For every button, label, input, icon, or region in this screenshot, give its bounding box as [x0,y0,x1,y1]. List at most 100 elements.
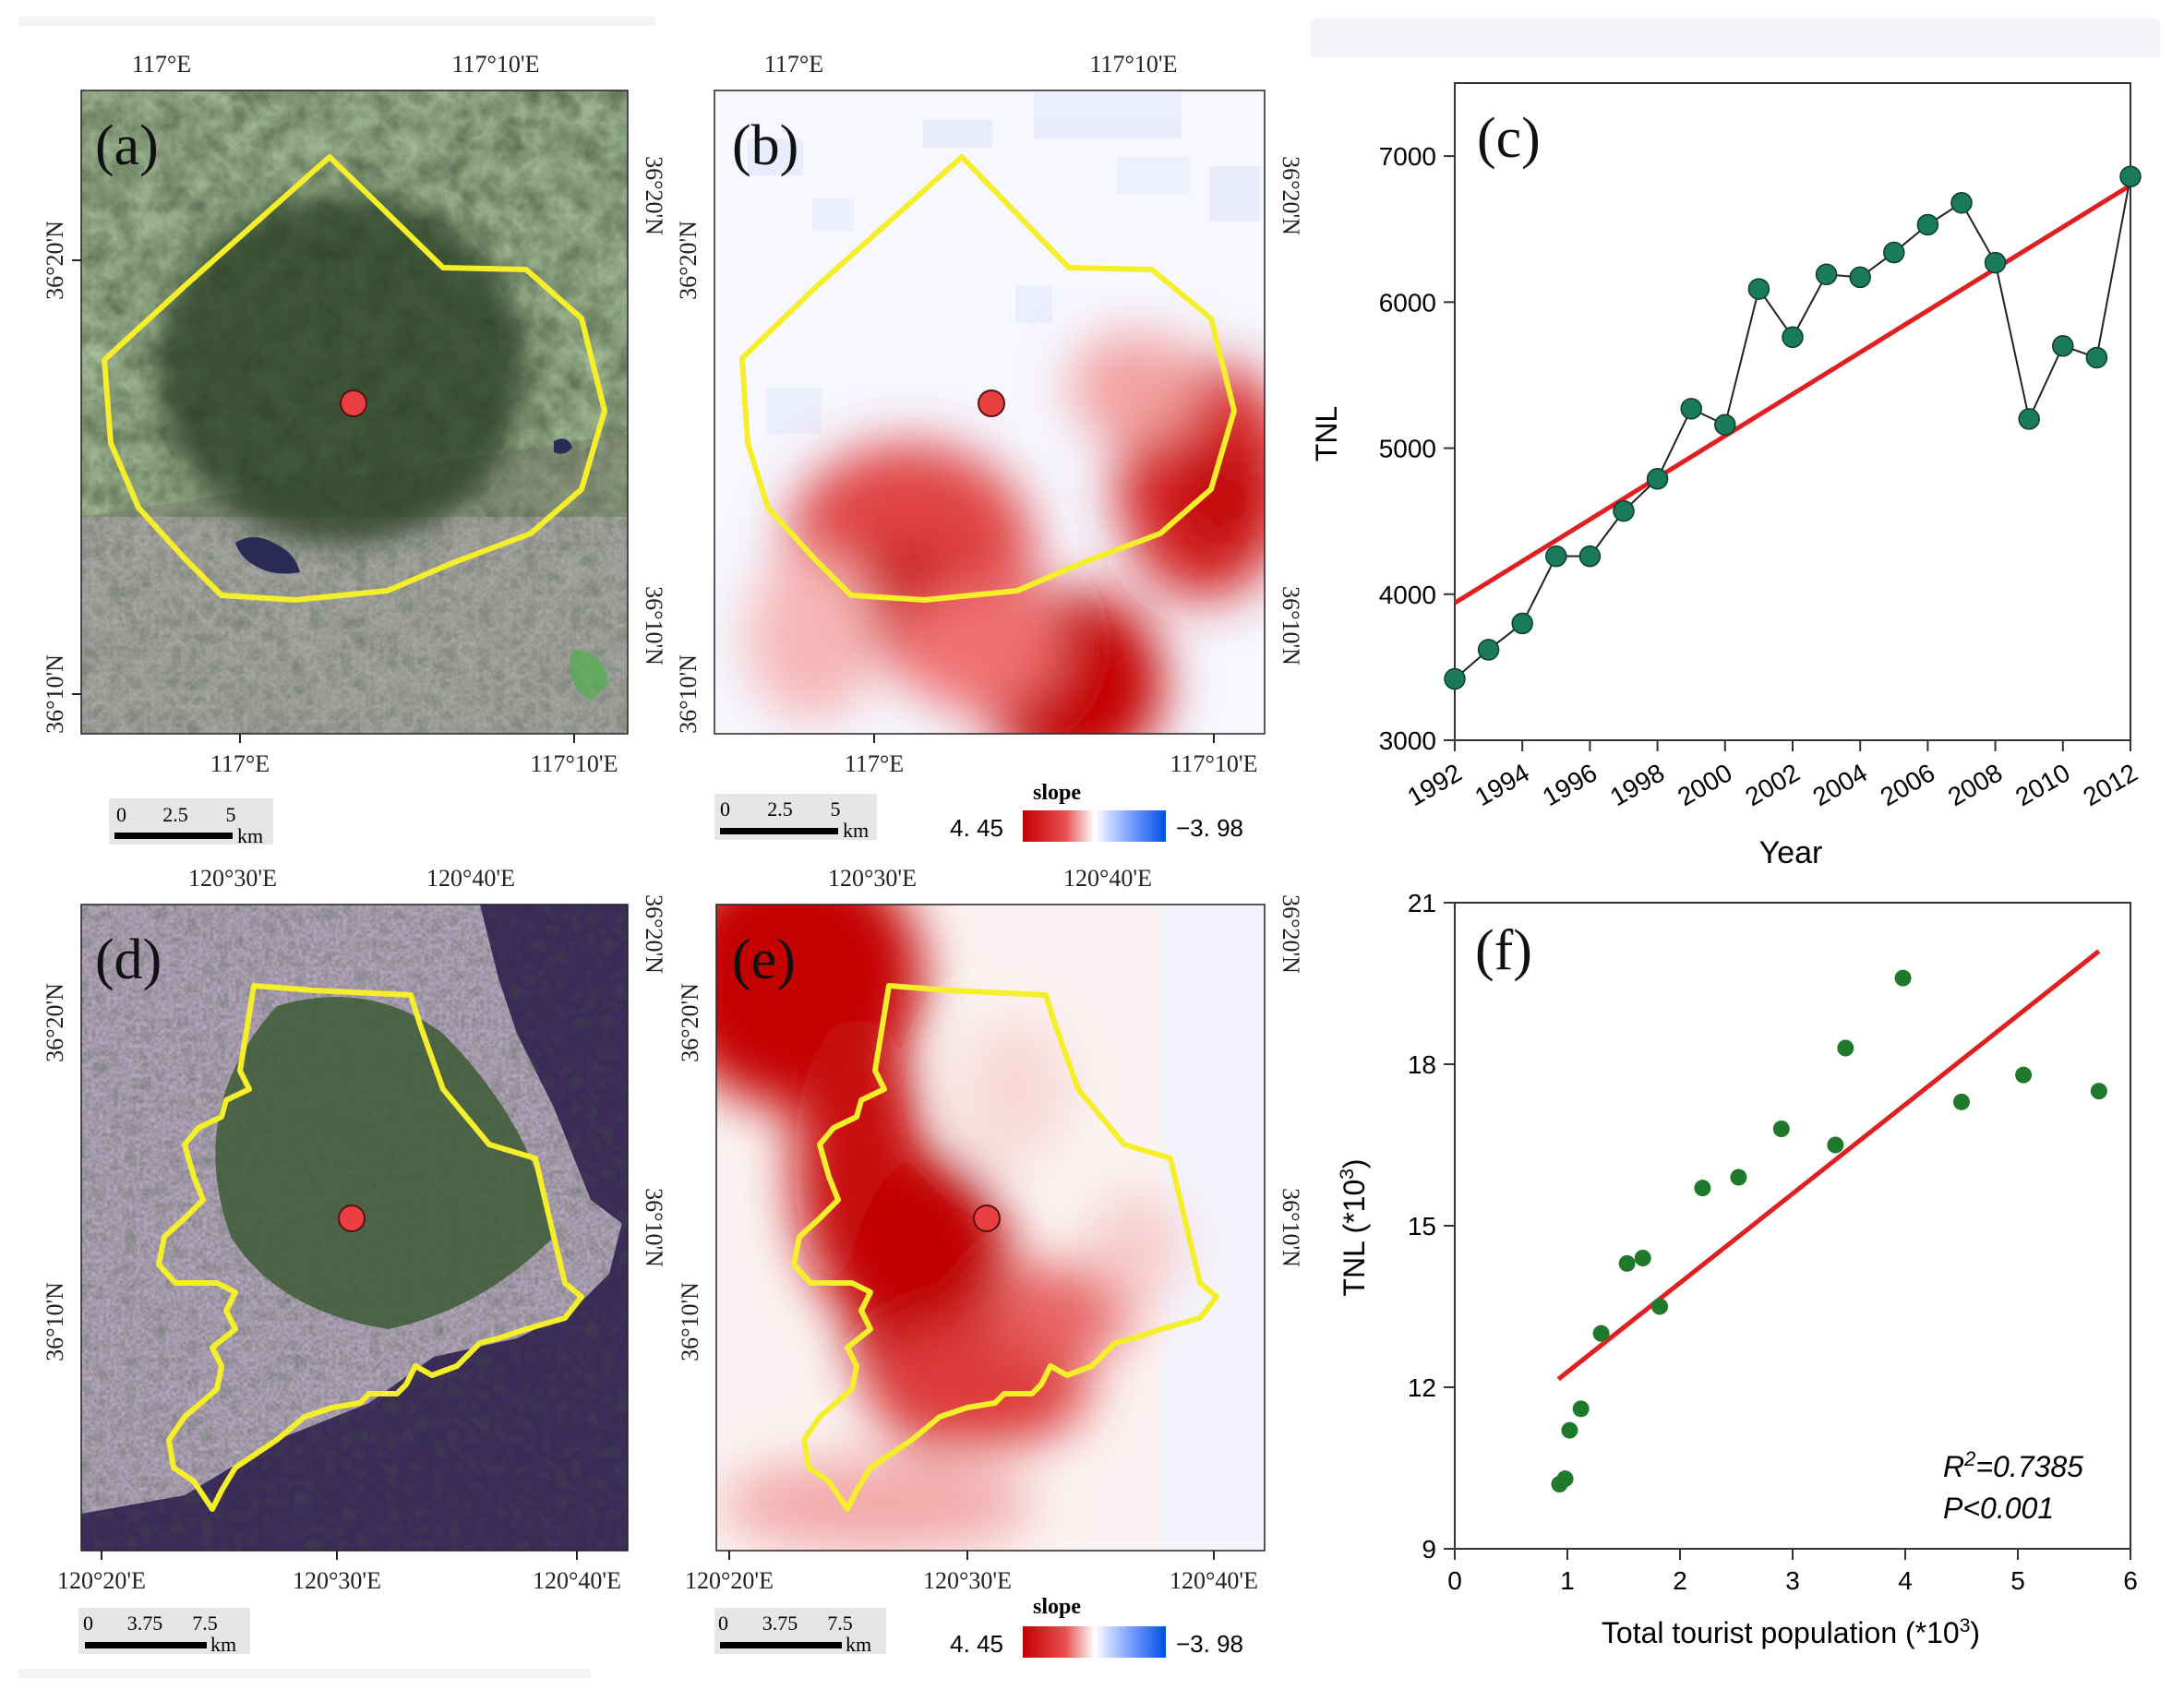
x-tick-label: 2010 [2010,758,2074,811]
y-tick-label: 5000 [1379,435,1436,463]
panel-label-b: (b) [732,114,798,177]
ticks-b: 117°E 117°10'E 117°E 117°10'E 36°20'N 36… [675,51,1304,777]
tnl-vs-tourists-chart: (f) TNL (*103) Total tourist population … [1337,889,2138,1649]
r2-value: =0.7385 [1975,1450,2083,1483]
header-bar-left [18,17,655,26]
data-point [1477,639,1500,661]
x-tick-label: 1996 [1538,758,1602,811]
scalebar-d-1: 3.75 [127,1612,163,1635]
x-tick-label: 2008 [1943,758,2007,811]
legend-b-max: 4. 45 [950,814,1003,842]
x-tick-label: 5 [2010,1566,2025,1595]
x-tick-label: 6 [2123,1566,2138,1595]
chart-f-xlabel-sup: 3 [1960,1615,1971,1636]
right-tick-a-1: 36°20'N [641,156,667,235]
top-tick-a-1: 117°E [132,51,191,78]
data-point [1613,499,1635,522]
data-point [2085,346,2108,369]
header-bar-right [1311,18,2160,57]
chart-f-ylabel-end: ) [1338,1158,1371,1169]
data-point [1444,667,1466,690]
footer-bar-left [18,1669,591,1678]
panel-label-f: (f) [1475,919,1532,982]
site-marker [340,390,367,417]
x-tick-label: 2004 [1808,758,1872,811]
right-tick-b-1: 36°20'N [1278,156,1304,235]
data-point [2018,408,2040,430]
scatter-point [1556,1470,1574,1488]
top-tick-a-2: 117°10'E [452,51,540,78]
panel-label-e: (e) [732,929,796,991]
scalebar-a: 0 2.5 5 km [109,798,273,847]
trend-line [1556,949,2101,1382]
data-point [1782,326,1804,349]
trend-line [1453,183,2132,605]
right-tick-d-2: 36°10'N [641,1188,667,1267]
chart-c-xlabel: Year [1759,835,1823,870]
data-point [1714,414,1736,436]
chart-c-ylabel: TNL [1310,406,1343,461]
scalebar-a-1: 2.5 [162,803,188,826]
scalebar-a-2: 5 [226,803,236,826]
scatter-point [2015,1066,2033,1084]
scatter-point [1730,1169,1747,1186]
left-tick-e-1: 36°20'N [677,983,703,1062]
scalebar-b-1: 2.5 [767,797,793,821]
x-tick-label: 2 [1673,1566,1687,1595]
bottom-tick-b-2: 117°10'E [1170,750,1258,777]
scatter-point [1837,1039,1854,1057]
bottom-tick-d-3: 120°40'E [533,1567,621,1594]
scatter-point [1572,1400,1590,1418]
data-point [1984,251,2007,274]
right-tick-b-2: 36°10'N [1278,586,1304,665]
scatter-point [1618,1254,1636,1272]
reserve-boundary [791,983,1219,1512]
scalebar-e-0: 0 [718,1612,728,1635]
panel-label-d: (d) [95,929,162,991]
scalebar-b-0: 0 [720,797,730,821]
top-tick-e-2: 120°40'E [1063,865,1152,892]
scatter-point [1953,1093,1970,1110]
y-tick-label: 12 [1408,1373,1436,1402]
legend-e-min: −3. 98 [1176,1630,1243,1658]
bottom-tick-e-3: 120°40'E [1170,1567,1258,1594]
chart-f-ylabel: TNL (*103) [1337,1158,1371,1296]
top-tick-d-1: 120°30'E [188,865,277,892]
top-tick-b-2: 117°10'E [1090,51,1178,78]
bottom-tick-b-1: 117°E [845,750,904,777]
scalebar-e-1: 3.75 [762,1612,798,1635]
ticks-e: 120°30'E 120°40'E 120°20'E 120°30'E 120°… [677,865,1304,1594]
top-tick-e-1: 120°30'E [828,865,917,892]
x-tick-label: 1994 [1470,758,1534,811]
y-tick-label: 3000 [1379,726,1436,755]
scatter-point [1561,1421,1578,1439]
p-value-annotation: P<0.001 [1943,1492,2054,1525]
left-tick-e-2: 36°10'N [677,1282,703,1361]
x-tick-label: 3 [1785,1566,1800,1595]
bottom-tick-a-1: 117°E [210,750,270,777]
data-point [1950,191,1973,214]
right-tick-a-2: 36°10'N [641,586,667,665]
x-tick-label: 1998 [1605,758,1669,811]
scatter-point [1634,1250,1651,1266]
data-point [1545,545,1567,568]
left-tick-d-2: 36°10'N [42,1282,68,1361]
scalebar-e: 0 3.75 7.5 km [714,1608,886,1656]
top-tick-d-2: 120°40'E [426,865,515,892]
data-point [2052,335,2074,357]
r2-sup: 2 [1963,1447,1975,1470]
reserve-boundary [156,983,584,1512]
y-tick-label: 7000 [1379,142,1436,171]
x-tick-label: 4 [1898,1566,1913,1595]
left-tick-a-1: 36°20'N [42,221,68,300]
scatter-point [1894,969,1912,987]
scalebar-d-2: 7.5 [192,1612,218,1635]
data-point [1815,263,1838,286]
scalebar-b-2: 5 [831,797,841,821]
data-point [1916,213,1939,236]
scatter-point [1651,1298,1669,1315]
site-marker [978,390,1005,417]
chart-f-xlabel-end: ) [1970,1616,1980,1649]
